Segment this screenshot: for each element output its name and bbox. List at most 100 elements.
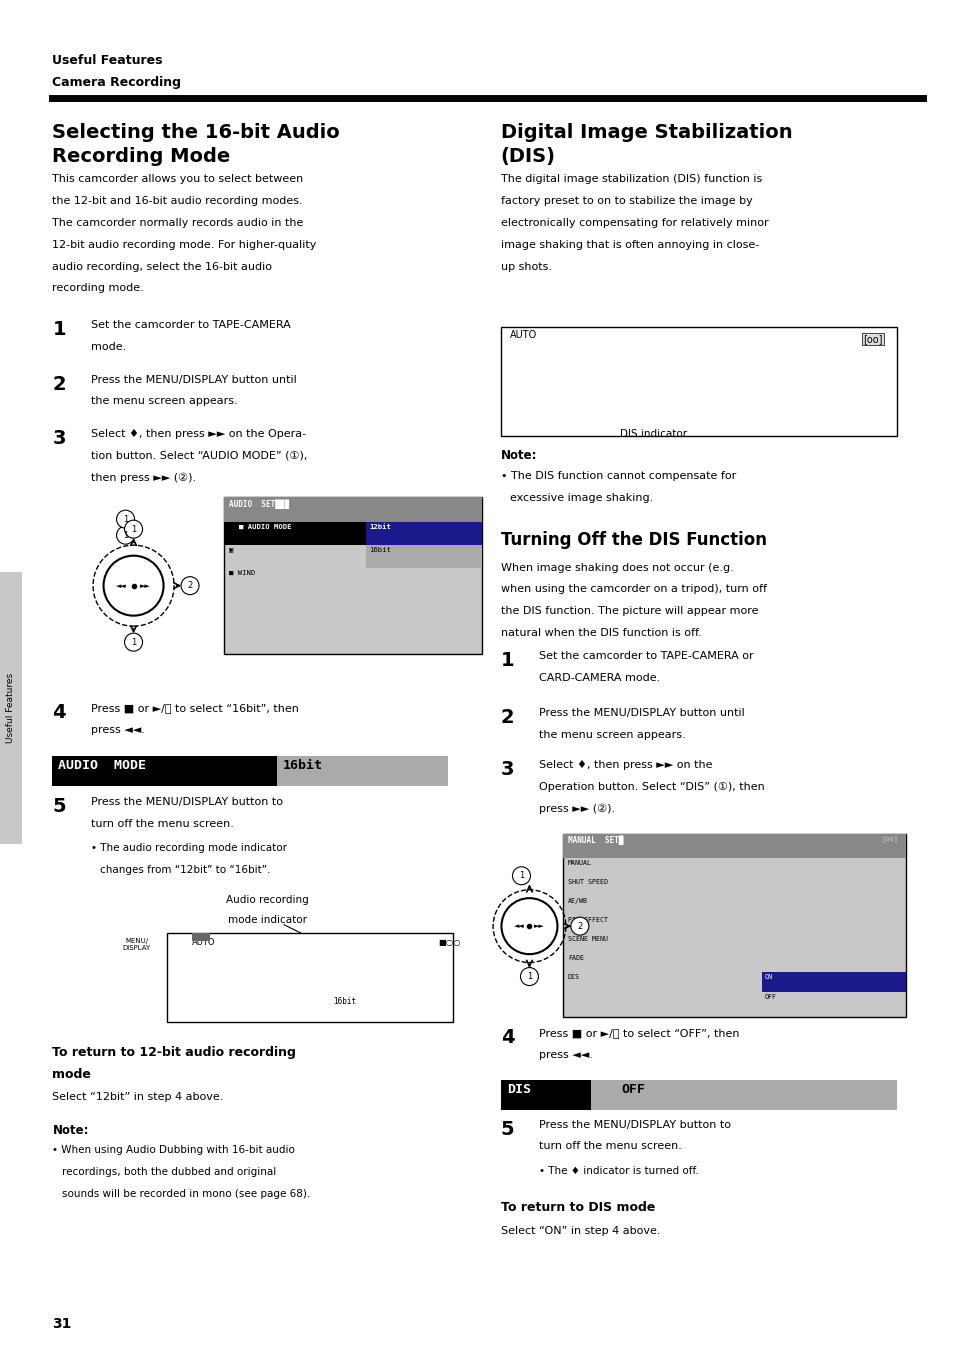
Text: 1: 1 — [123, 531, 128, 539]
Bar — [761, 972, 905, 992]
Text: changes from “12bit” to “16bit”.: changes from “12bit” to “16bit”. — [100, 865, 271, 874]
Text: The camcorder normally records audio in the: The camcorder normally records audio in … — [52, 218, 303, 227]
Circle shape — [125, 633, 142, 651]
Text: electronically compensating for relatively minor: electronically compensating for relative… — [500, 218, 768, 227]
Text: The digital image stabilization (DIS) function is: The digital image stabilization (DIS) fu… — [500, 174, 761, 184]
Text: Press ■ or ►/⏸ to select “16bit”, then: Press ■ or ►/⏸ to select “16bit”, then — [91, 703, 298, 712]
Bar — [366, 545, 481, 568]
Text: • The DIS function cannot compensate for: • The DIS function cannot compensate for — [500, 471, 736, 481]
Text: Set the camcorder to TAPE-CAMERA: Set the camcorder to TAPE-CAMERA — [91, 320, 290, 330]
Text: ■ AUDIO MODE: ■ AUDIO MODE — [239, 523, 292, 530]
Text: AE/WB: AE/WB — [567, 898, 587, 904]
Text: 1: 1 — [518, 872, 523, 880]
Bar — [224, 497, 481, 522]
Text: 16bit: 16bit — [333, 997, 355, 1005]
Bar — [0, 572, 22, 844]
Text: SHUT SPEED: SHUT SPEED — [567, 878, 607, 885]
Bar — [224, 522, 366, 545]
Text: Press the MENU/DISPLAY button until: Press the MENU/DISPLAY button until — [91, 375, 296, 384]
Text: 5: 5 — [52, 797, 66, 816]
Text: ◄◄: ◄◄ — [514, 923, 524, 929]
Text: 4: 4 — [500, 1028, 514, 1047]
Text: DIS: DIS — [506, 1083, 530, 1096]
Text: Audio recording: Audio recording — [226, 895, 308, 904]
Text: • The ♦ indicator is turned off.: • The ♦ indicator is turned off. — [538, 1166, 699, 1175]
Text: OFF: OFF — [620, 1083, 645, 1096]
Text: Recording Mode: Recording Mode — [52, 147, 231, 166]
Text: the menu screen appears.: the menu screen appears. — [538, 730, 685, 740]
Text: 12bit: 12bit — [369, 523, 391, 530]
Text: Operation button. Select “DIS” (①), then: Operation button. Select “DIS” (①), then — [538, 782, 764, 791]
Text: DIS: DIS — [567, 974, 579, 981]
Bar — [276, 756, 448, 786]
Text: 1: 1 — [526, 972, 532, 981]
Text: Useful Features: Useful Features — [52, 54, 163, 68]
Bar — [167, 933, 453, 1022]
Bar — [366, 522, 481, 545]
Bar — [500, 1080, 591, 1110]
Text: DIS indicator: DIS indicator — [619, 429, 686, 439]
Text: press ◄◄.: press ◄◄. — [91, 725, 144, 734]
Text: When image shaking does not occur (e.g.: When image shaking does not occur (e.g. — [500, 563, 733, 572]
Text: 5: 5 — [500, 1120, 514, 1139]
Text: OFF: OFF — [764, 993, 777, 1000]
Text: AUDIO  SET███: AUDIO SET███ — [229, 498, 289, 508]
Text: the 12-bit and 16-bit audio recording modes.: the 12-bit and 16-bit audio recording mo… — [52, 196, 303, 206]
Text: PIC EFFECT: PIC EFFECT — [567, 917, 607, 923]
Text: ON: ON — [764, 974, 772, 981]
Text: recordings, both the dubbed and original: recordings, both the dubbed and original — [62, 1167, 276, 1177]
Text: the menu screen appears.: the menu screen appears. — [91, 396, 237, 406]
Circle shape — [570, 917, 588, 936]
Text: ■○○: ■○○ — [437, 938, 460, 947]
Circle shape — [520, 967, 537, 986]
Text: when using the camcorder on a tripod), turn off: when using the camcorder on a tripod), t… — [500, 584, 766, 594]
Text: 2: 2 — [52, 375, 66, 394]
Text: 16bit: 16bit — [282, 759, 322, 772]
Text: mode: mode — [52, 1068, 91, 1081]
Text: audio recording, select the 16-bit audio: audio recording, select the 16-bit audio — [52, 262, 273, 271]
Bar — [52, 756, 276, 786]
Bar — [591, 1080, 896, 1110]
Text: then press ►► (②).: then press ►► (②). — [91, 473, 195, 484]
Text: MENU/
DISPLAY: MENU/ DISPLAY — [123, 938, 151, 951]
Text: This camcorder allows you to select between: This camcorder allows you to select betw… — [52, 174, 303, 184]
Text: 3: 3 — [52, 429, 66, 448]
Text: MANUAL  SET█: MANUAL SET█ — [567, 835, 622, 844]
Text: 31: 31 — [52, 1317, 71, 1331]
Text: Select ♦, then press ►► on the Opera-: Select ♦, then press ►► on the Opera- — [91, 429, 305, 439]
Text: ►►: ►► — [140, 583, 151, 588]
Circle shape — [125, 520, 142, 538]
Text: 1: 1 — [52, 320, 66, 339]
Text: CARD-CAMERA mode.: CARD-CAMERA mode. — [538, 673, 659, 682]
Bar — [192, 933, 210, 941]
Text: ◄◄: ◄◄ — [116, 583, 127, 588]
Text: Note:: Note: — [52, 1124, 89, 1137]
Text: • The audio recording mode indicator: • The audio recording mode indicator — [91, 843, 286, 853]
Text: 1: 1 — [123, 515, 128, 523]
Text: To return to 12-bit audio recording: To return to 12-bit audio recording — [52, 1046, 296, 1060]
Text: To return to DIS mode: To return to DIS mode — [500, 1201, 655, 1215]
Text: ▣: ▣ — [229, 546, 233, 553]
Bar — [562, 834, 905, 858]
Text: 1: 1 — [131, 524, 136, 534]
Text: mode.: mode. — [91, 342, 126, 351]
Text: AUTO: AUTO — [510, 330, 537, 339]
Text: the DIS function. The picture will appear more: the DIS function. The picture will appea… — [500, 606, 758, 616]
Text: Press the MENU/DISPLAY button to: Press the MENU/DISPLAY button to — [91, 797, 282, 806]
Text: 12-bit audio recording mode. For higher-quality: 12-bit audio recording mode. For higher-… — [52, 240, 316, 249]
Text: Press ■ or ►/⏸ to select “OFF”, then: Press ■ or ►/⏸ to select “OFF”, then — [538, 1028, 739, 1038]
Bar — [562, 834, 905, 1017]
Text: [oo]: [oo] — [862, 334, 882, 343]
Circle shape — [116, 526, 134, 545]
Text: Press the MENU/DISPLAY button to: Press the MENU/DISPLAY button to — [538, 1120, 730, 1129]
Text: SCENE MENU: SCENE MENU — [567, 936, 607, 943]
Text: tion button. Select “AUDIO MODE” (①),: tion button. Select “AUDIO MODE” (①), — [91, 451, 307, 460]
Text: Selecting the 16-bit Audio: Selecting the 16-bit Audio — [52, 123, 340, 142]
Text: MANUAL: MANUAL — [567, 859, 591, 866]
Text: natural when the DIS function is off.: natural when the DIS function is off. — [500, 628, 701, 637]
Text: 3: 3 — [500, 760, 514, 779]
Text: Select “ON” in step 4 above.: Select “ON” in step 4 above. — [500, 1226, 659, 1235]
Circle shape — [116, 511, 134, 528]
Text: AUTO: AUTO — [192, 938, 215, 947]
Text: 2: 2 — [187, 582, 193, 590]
